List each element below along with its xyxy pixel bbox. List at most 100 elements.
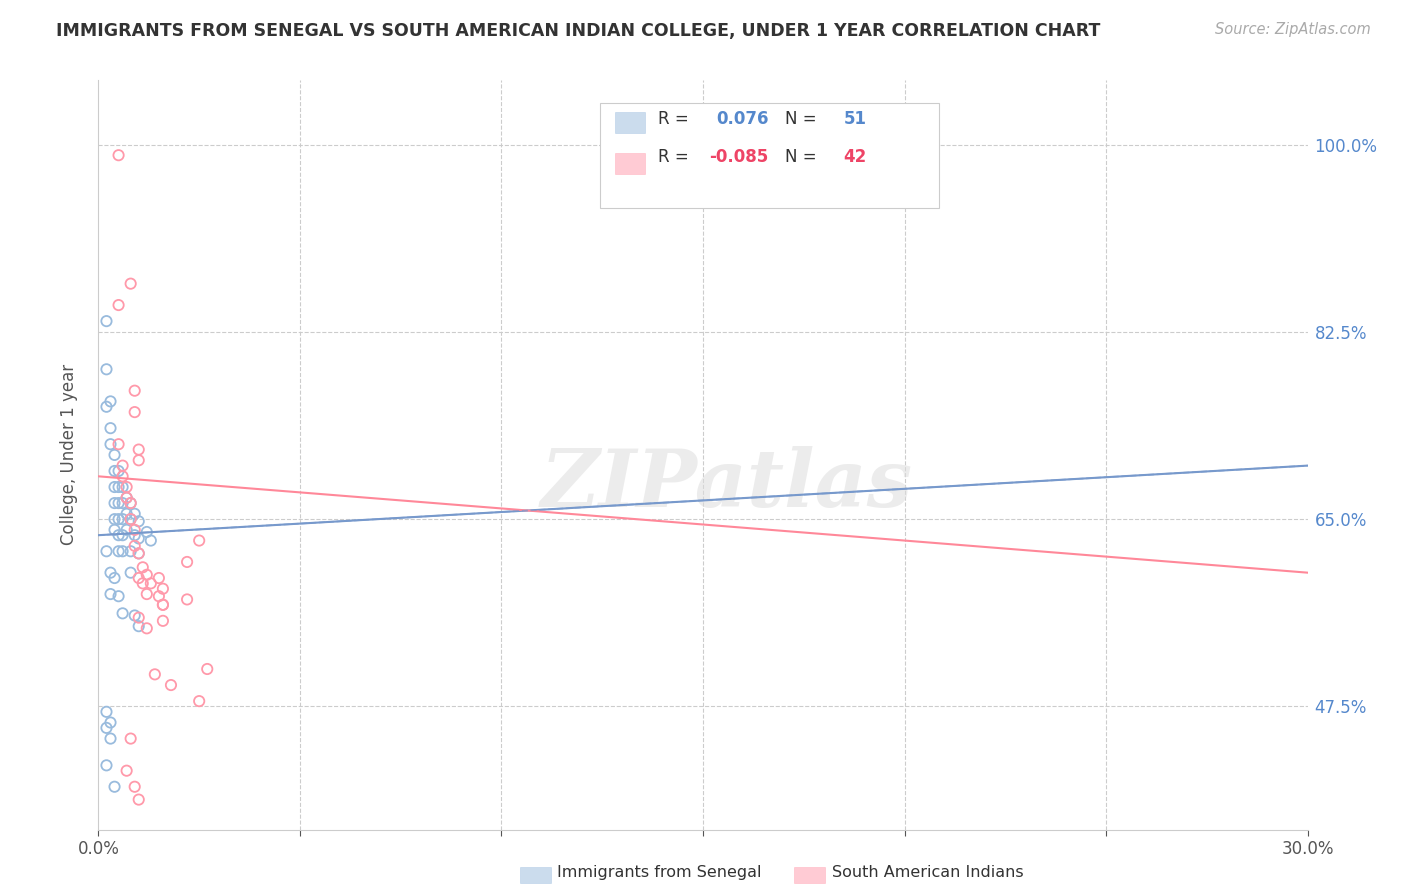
Text: N =: N = xyxy=(785,148,827,166)
Point xyxy=(103,512,125,526)
Text: 0.076: 0.076 xyxy=(716,111,769,128)
Point xyxy=(103,496,125,510)
Point xyxy=(103,523,125,537)
Point xyxy=(120,512,142,526)
Point xyxy=(132,560,155,574)
Point xyxy=(100,421,122,435)
Y-axis label: College, Under 1 year: College, Under 1 year xyxy=(59,364,77,546)
Text: Source: ZipAtlas.com: Source: ZipAtlas.com xyxy=(1215,22,1371,37)
Point xyxy=(128,442,150,457)
Point xyxy=(103,480,125,494)
Point xyxy=(135,621,157,635)
Point xyxy=(100,566,122,580)
Point xyxy=(135,524,157,539)
Point xyxy=(111,512,134,526)
Point xyxy=(107,437,129,451)
Point xyxy=(103,448,125,462)
Point xyxy=(115,491,138,505)
Point xyxy=(124,405,146,419)
Text: N =: N = xyxy=(785,111,827,128)
Point xyxy=(100,587,122,601)
Point xyxy=(96,758,118,772)
FancyBboxPatch shape xyxy=(614,153,645,174)
Point xyxy=(195,662,218,676)
Point xyxy=(188,533,211,548)
Text: ZIPatlas: ZIPatlas xyxy=(541,446,914,524)
Point xyxy=(96,705,118,719)
Point xyxy=(100,715,122,730)
Point xyxy=(143,667,166,681)
Point xyxy=(107,298,129,312)
Point xyxy=(120,512,142,526)
Point xyxy=(103,571,125,585)
Text: 51: 51 xyxy=(844,111,866,128)
Point xyxy=(107,589,129,603)
Point xyxy=(100,437,122,451)
Point xyxy=(111,528,134,542)
Point xyxy=(124,384,146,398)
Point xyxy=(115,764,138,778)
Point xyxy=(148,589,170,603)
Point xyxy=(132,576,155,591)
Point xyxy=(128,514,150,528)
Point xyxy=(124,528,146,542)
Point xyxy=(139,576,162,591)
Text: 42: 42 xyxy=(844,148,866,166)
Point xyxy=(115,507,138,521)
Point xyxy=(128,610,150,624)
FancyBboxPatch shape xyxy=(600,103,939,208)
Point xyxy=(176,592,198,607)
Point xyxy=(107,480,129,494)
Text: R =: R = xyxy=(658,111,700,128)
Point xyxy=(107,528,129,542)
Point xyxy=(148,571,170,585)
Point xyxy=(111,496,134,510)
Point xyxy=(120,731,142,746)
Point xyxy=(128,619,150,633)
Point xyxy=(128,532,150,546)
Point xyxy=(100,394,122,409)
Point xyxy=(111,458,134,473)
Point xyxy=(139,533,162,548)
Point xyxy=(188,694,211,708)
Point xyxy=(176,555,198,569)
Point xyxy=(120,277,142,291)
Point xyxy=(115,480,138,494)
Point xyxy=(135,587,157,601)
Point xyxy=(107,544,129,558)
Point xyxy=(128,546,150,560)
Point xyxy=(107,464,129,478)
Point xyxy=(103,464,125,478)
Point xyxy=(120,496,142,510)
Point xyxy=(111,544,134,558)
Point xyxy=(152,614,174,628)
Point xyxy=(96,362,118,376)
Point xyxy=(96,544,118,558)
Point xyxy=(107,512,129,526)
Point xyxy=(120,544,142,558)
Text: -0.085: -0.085 xyxy=(709,148,768,166)
Point xyxy=(128,571,150,585)
Point xyxy=(124,608,146,623)
Point xyxy=(111,469,134,483)
Text: R =: R = xyxy=(658,148,695,166)
Point xyxy=(115,491,138,505)
Point xyxy=(120,566,142,580)
FancyBboxPatch shape xyxy=(614,112,645,133)
Point xyxy=(124,507,146,521)
Point xyxy=(160,678,183,692)
Text: South American Indians: South American Indians xyxy=(832,865,1024,880)
Point xyxy=(128,453,150,467)
Point xyxy=(107,148,129,162)
Point xyxy=(124,780,146,794)
Point xyxy=(107,496,129,510)
Point xyxy=(100,731,122,746)
Point xyxy=(96,721,118,735)
Point xyxy=(120,496,142,510)
Point xyxy=(152,582,174,596)
Point xyxy=(124,539,146,553)
Point xyxy=(152,598,174,612)
Point xyxy=(135,567,157,582)
Point xyxy=(96,400,118,414)
Point xyxy=(111,607,134,621)
